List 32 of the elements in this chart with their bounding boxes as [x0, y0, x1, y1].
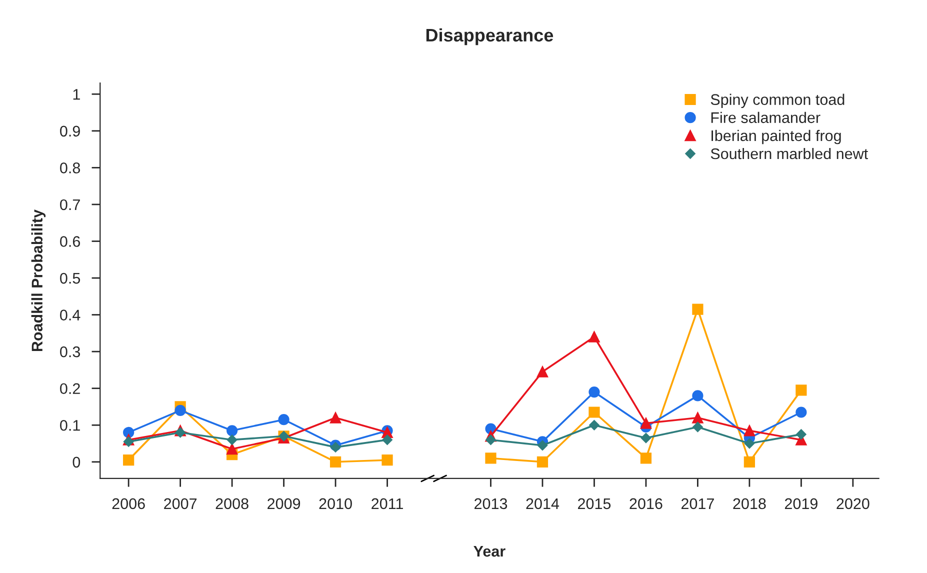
y-tick-label: 0.4 [60, 310, 80, 320]
y-tick-label: 0.7 [60, 199, 80, 210]
y-tick-label: 0.8 [60, 162, 80, 174]
x-tick-label: 2011 [372, 498, 403, 510]
x-tick-label: 2008 [216, 498, 248, 510]
chart-title: Disappearance [426, 28, 554, 46]
x-tick-label: 2018 [733, 498, 766, 510]
y-tick-label: 0 [72, 456, 80, 468]
x-tick-label: 2017 [681, 498, 714, 510]
y-tick-label: 0.6 [60, 236, 80, 247]
x-tick-label: 2016 [630, 498, 662, 510]
x-tick-label: 2009 [268, 498, 300, 510]
x-tick-label: 2019 [784, 498, 818, 510]
x-tick-label: 2010 [319, 498, 352, 510]
x-tick-label: 2014 [526, 498, 560, 510]
y-axis-title: Roadkill Probability [31, 210, 46, 352]
x-tick-label: 2013 [474, 498, 508, 510]
y-tick-label: 0.3 [60, 346, 80, 358]
legend-label: Spiny common toad [710, 94, 844, 108]
y-tick-label: 0.1 [60, 420, 80, 431]
x-axis-title: Year [474, 546, 506, 557]
y-tick-label: 0.2 [60, 383, 80, 394]
legend-label: Southern marbled newt [710, 148, 868, 160]
y-tick-label: 0.9 [60, 126, 80, 137]
y-tick-label: 0.5 [60, 272, 80, 284]
legend-label: Fire salamander [711, 112, 820, 124]
x-tick-label: 2007 [164, 498, 197, 510]
y-tick-label: 1 [73, 89, 80, 100]
x-tick-label: 2015 [578, 498, 611, 510]
legend-label: Iberian painted frog [712, 130, 841, 144]
x-tick-label: 2020 [836, 498, 870, 510]
x-tick-label: 2006 [112, 498, 145, 510]
